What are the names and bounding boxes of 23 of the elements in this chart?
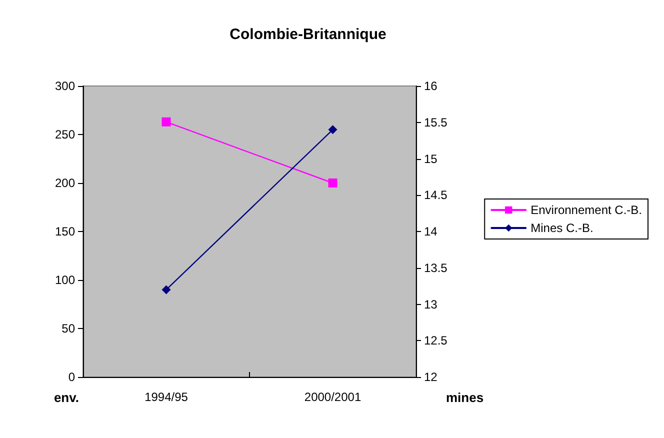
y2-tick-label: 14.5 (424, 188, 448, 202)
y2-axis-title: mines (446, 390, 484, 405)
y-axis-title: env. (54, 390, 79, 405)
y-tick-label: 100 (54, 273, 76, 287)
y-tick-label: 150 (54, 224, 76, 238)
y-tick-label: 50 (62, 322, 76, 336)
y-tick-label: 300 (54, 79, 76, 93)
y-tick-label: 0 (68, 370, 76, 384)
legend-label: Environnement C.-B. (530, 203, 642, 217)
y2-tick-label: 12.5 (424, 334, 448, 348)
y2-tick-label: 16 (424, 79, 438, 93)
y2-tick-label: 13.5 (424, 260, 448, 275)
x-tick-label: 2000/2001 (304, 390, 362, 404)
y2-tick-label: 15.5 (424, 115, 448, 130)
chart-title: Colombie-Britannique (230, 26, 386, 43)
legend-label: Mines C.-B. (530, 221, 594, 235)
y2-tick-label: 15 (424, 152, 438, 166)
y2-tick-label: 14 (424, 224, 438, 238)
x-tick-label: 1994/95 (144, 390, 188, 404)
y-tick-label: 200 (54, 176, 76, 190)
y2-tick-label: 13 (424, 297, 438, 312)
y2-tick-label: 12 (424, 370, 438, 384)
y-tick-label: 250 (54, 128, 76, 142)
